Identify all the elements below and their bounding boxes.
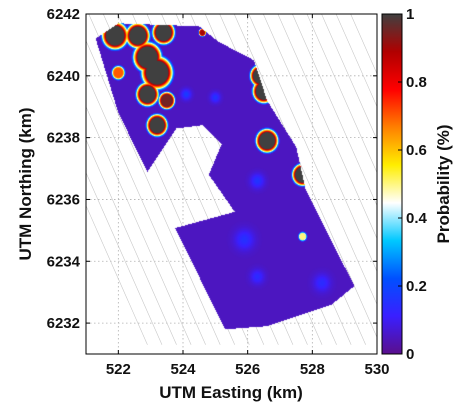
x-tick-label: 526 bbox=[235, 361, 260, 378]
x-tick-label: 528 bbox=[300, 361, 325, 378]
y-axis-ticks: 6232 6234 6236 6238 6240 6242 bbox=[47, 6, 377, 332]
colorbar-tick-label: 1 bbox=[406, 6, 414, 23]
colorbar-tick-label: 0.2 bbox=[406, 278, 427, 295]
y-tick-label: 6234 bbox=[47, 253, 81, 270]
y-tick-label: 6236 bbox=[47, 191, 80, 208]
colorbar-label: Probability (%) bbox=[434, 124, 453, 243]
colorbar-tick-label: 0.4 bbox=[406, 210, 428, 227]
y-tick-label: 6238 bbox=[47, 130, 80, 147]
x-tick-label: 530 bbox=[364, 361, 389, 378]
colorbar-tick-label: 0.6 bbox=[406, 142, 427, 159]
x-tick-label: 522 bbox=[106, 361, 131, 378]
colorbar-tick-label: 0 bbox=[406, 346, 414, 363]
colorbar-tick-label: 0.8 bbox=[406, 74, 427, 91]
x-tick-label: 524 bbox=[170, 361, 196, 378]
x-axis-ticks: 522 524 526 528 530 bbox=[106, 14, 390, 378]
y-tick-label: 6232 bbox=[47, 315, 80, 332]
y-tick-label: 6242 bbox=[47, 6, 80, 23]
x-axis-label: UTM Easting (km) bbox=[159, 383, 303, 402]
colorbar bbox=[381, 13, 403, 355]
y-axis-label: UTM Northing (km) bbox=[16, 108, 35, 261]
probability-heatmap bbox=[86, 14, 377, 354]
colorbar-ticks: 0 0.2 0.4 0.6 0.8 1 bbox=[398, 6, 428, 363]
axes-frame bbox=[85, 13, 378, 355]
y-tick-label: 6240 bbox=[47, 68, 80, 85]
